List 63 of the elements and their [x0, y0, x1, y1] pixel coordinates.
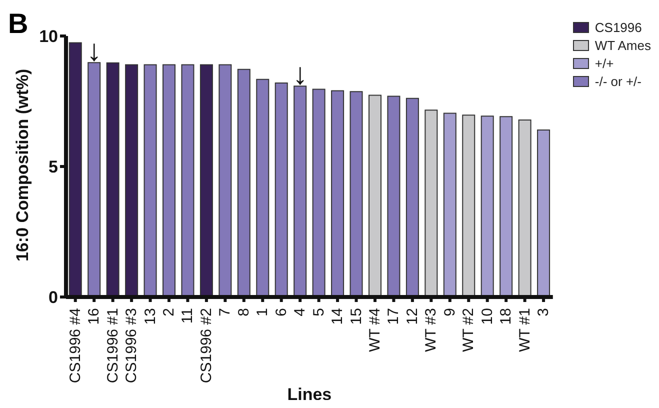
x-tick-label: 11 — [179, 308, 196, 324]
x-tick-label: WT #2 — [460, 308, 478, 352]
y-axis-title: 16:0 Composition (wt%) — [13, 68, 32, 262]
bar — [331, 90, 344, 297]
bar — [387, 96, 400, 297]
x-tick-label: 12 — [404, 308, 421, 325]
x-tick-label: CS1996 #1 — [104, 308, 122, 384]
legend-label: -/- or +/- — [594, 74, 642, 89]
x-tick-label: 8 — [235, 308, 252, 316]
x-tick-label: 14 — [329, 308, 346, 325]
x-tick-label: CS1996 #4 — [66, 308, 84, 384]
bar — [274, 82, 288, 297]
x-tick-label: 16 — [86, 308, 103, 325]
bar — [537, 129, 550, 297]
bar — [125, 64, 138, 297]
x-tick-label: 15 — [348, 308, 365, 325]
annotation: ↓ — [292, 58, 308, 92]
x-tick-label: 18 — [498, 308, 515, 325]
bar — [144, 64, 157, 297]
x-tick-label: 17 — [385, 308, 402, 325]
x-tick-label: 10 — [478, 308, 496, 325]
y-tick-label: 0 — [48, 288, 58, 308]
bar — [237, 68, 250, 297]
bar — [368, 94, 382, 297]
bar — [500, 116, 513, 297]
bar — [424, 110, 438, 297]
x-tick-label: 4 — [292, 308, 309, 316]
x-tick-label: CS1996 #2 — [198, 308, 215, 384]
bar — [443, 112, 456, 297]
bar — [406, 98, 419, 297]
x-tick-label: 7 — [216, 308, 234, 316]
x-tick-label: 5 — [310, 308, 328, 316]
bar — [218, 64, 232, 297]
legend-label: +/+ — [594, 56, 614, 71]
x-tick-label: WT #1 — [516, 308, 534, 352]
legend-label: CS1996 — [594, 20, 642, 35]
x-tick-label: CS1996 #3 — [123, 308, 140, 384]
x-axis-title: Lines — [287, 385, 332, 404]
y-tick-label: 10 — [39, 27, 58, 46]
bar — [200, 64, 213, 297]
x-tick-label: 6 — [272, 308, 290, 316]
bar — [312, 88, 326, 297]
x-tick-label: WT #4 — [366, 308, 384, 352]
bar — [106, 62, 120, 297]
annotation: ↓ — [86, 34, 102, 68]
bar — [256, 78, 270, 297]
chart-title: B — [8, 8, 28, 40]
bar — [88, 62, 101, 297]
y-tick-label: 5 — [48, 158, 58, 177]
legend-label: WT Ames — [594, 38, 651, 53]
x-tick-label: 2 — [160, 308, 178, 316]
x-tick-label: 13 — [142, 308, 159, 325]
bar — [518, 120, 532, 297]
bar — [294, 86, 307, 297]
bar — [181, 64, 194, 297]
bar — [462, 114, 476, 297]
bar — [162, 64, 176, 297]
bar — [350, 91, 363, 297]
x-tick-label: 9 — [441, 308, 458, 316]
x-tick-label: WT #3 — [422, 308, 440, 352]
x-tick-label: 1 — [254, 308, 272, 316]
x-tick-label: 3 — [535, 308, 552, 316]
bar — [480, 116, 494, 297]
